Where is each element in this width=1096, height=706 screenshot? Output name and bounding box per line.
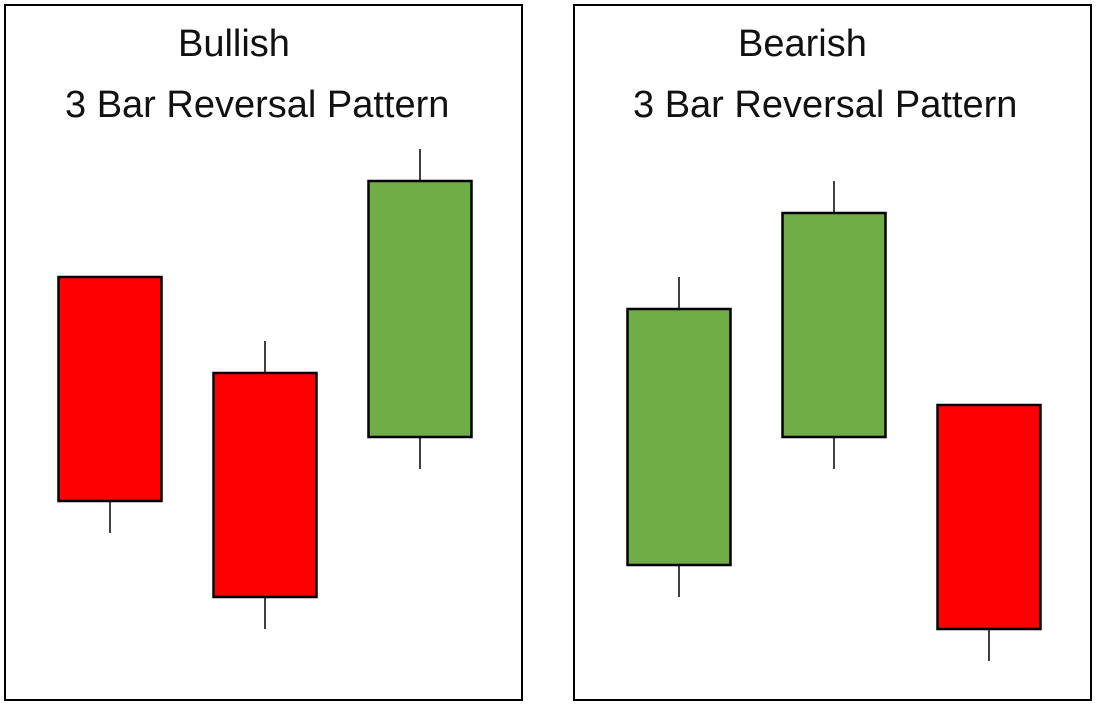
bullish-candlestick-chart bbox=[57, 149, 473, 629]
bearish-pattern-panel: Bearish 3 Bar Reversal Pattern bbox=[573, 4, 1092, 701]
candle-body bbox=[212, 371, 318, 599]
candle-1-bullish bbox=[626, 277, 732, 597]
bearish-candlestick-chart bbox=[626, 181, 1042, 661]
panel-title-line2: 3 Bar Reversal Pattern bbox=[65, 84, 450, 126]
candle-2-bullish bbox=[781, 181, 887, 469]
candle-body bbox=[626, 307, 732, 567]
bullish-pattern-panel: Bullish 3 Bar Reversal Pattern bbox=[4, 4, 523, 701]
candle-body bbox=[367, 179, 473, 439]
candle-body bbox=[57, 275, 163, 503]
candle-body bbox=[936, 403, 1042, 631]
candle-3-bullish bbox=[367, 149, 473, 469]
panel-title-line1: Bearish bbox=[738, 23, 867, 65]
candle-body bbox=[781, 211, 887, 439]
candle-3-bearish bbox=[936, 403, 1042, 661]
panel-title-line2: 3 Bar Reversal Pattern bbox=[633, 84, 1018, 126]
candle-1-bearish bbox=[57, 275, 163, 533]
candle-2-bearish bbox=[212, 341, 318, 629]
panel-title-line1: Bullish bbox=[178, 23, 290, 65]
